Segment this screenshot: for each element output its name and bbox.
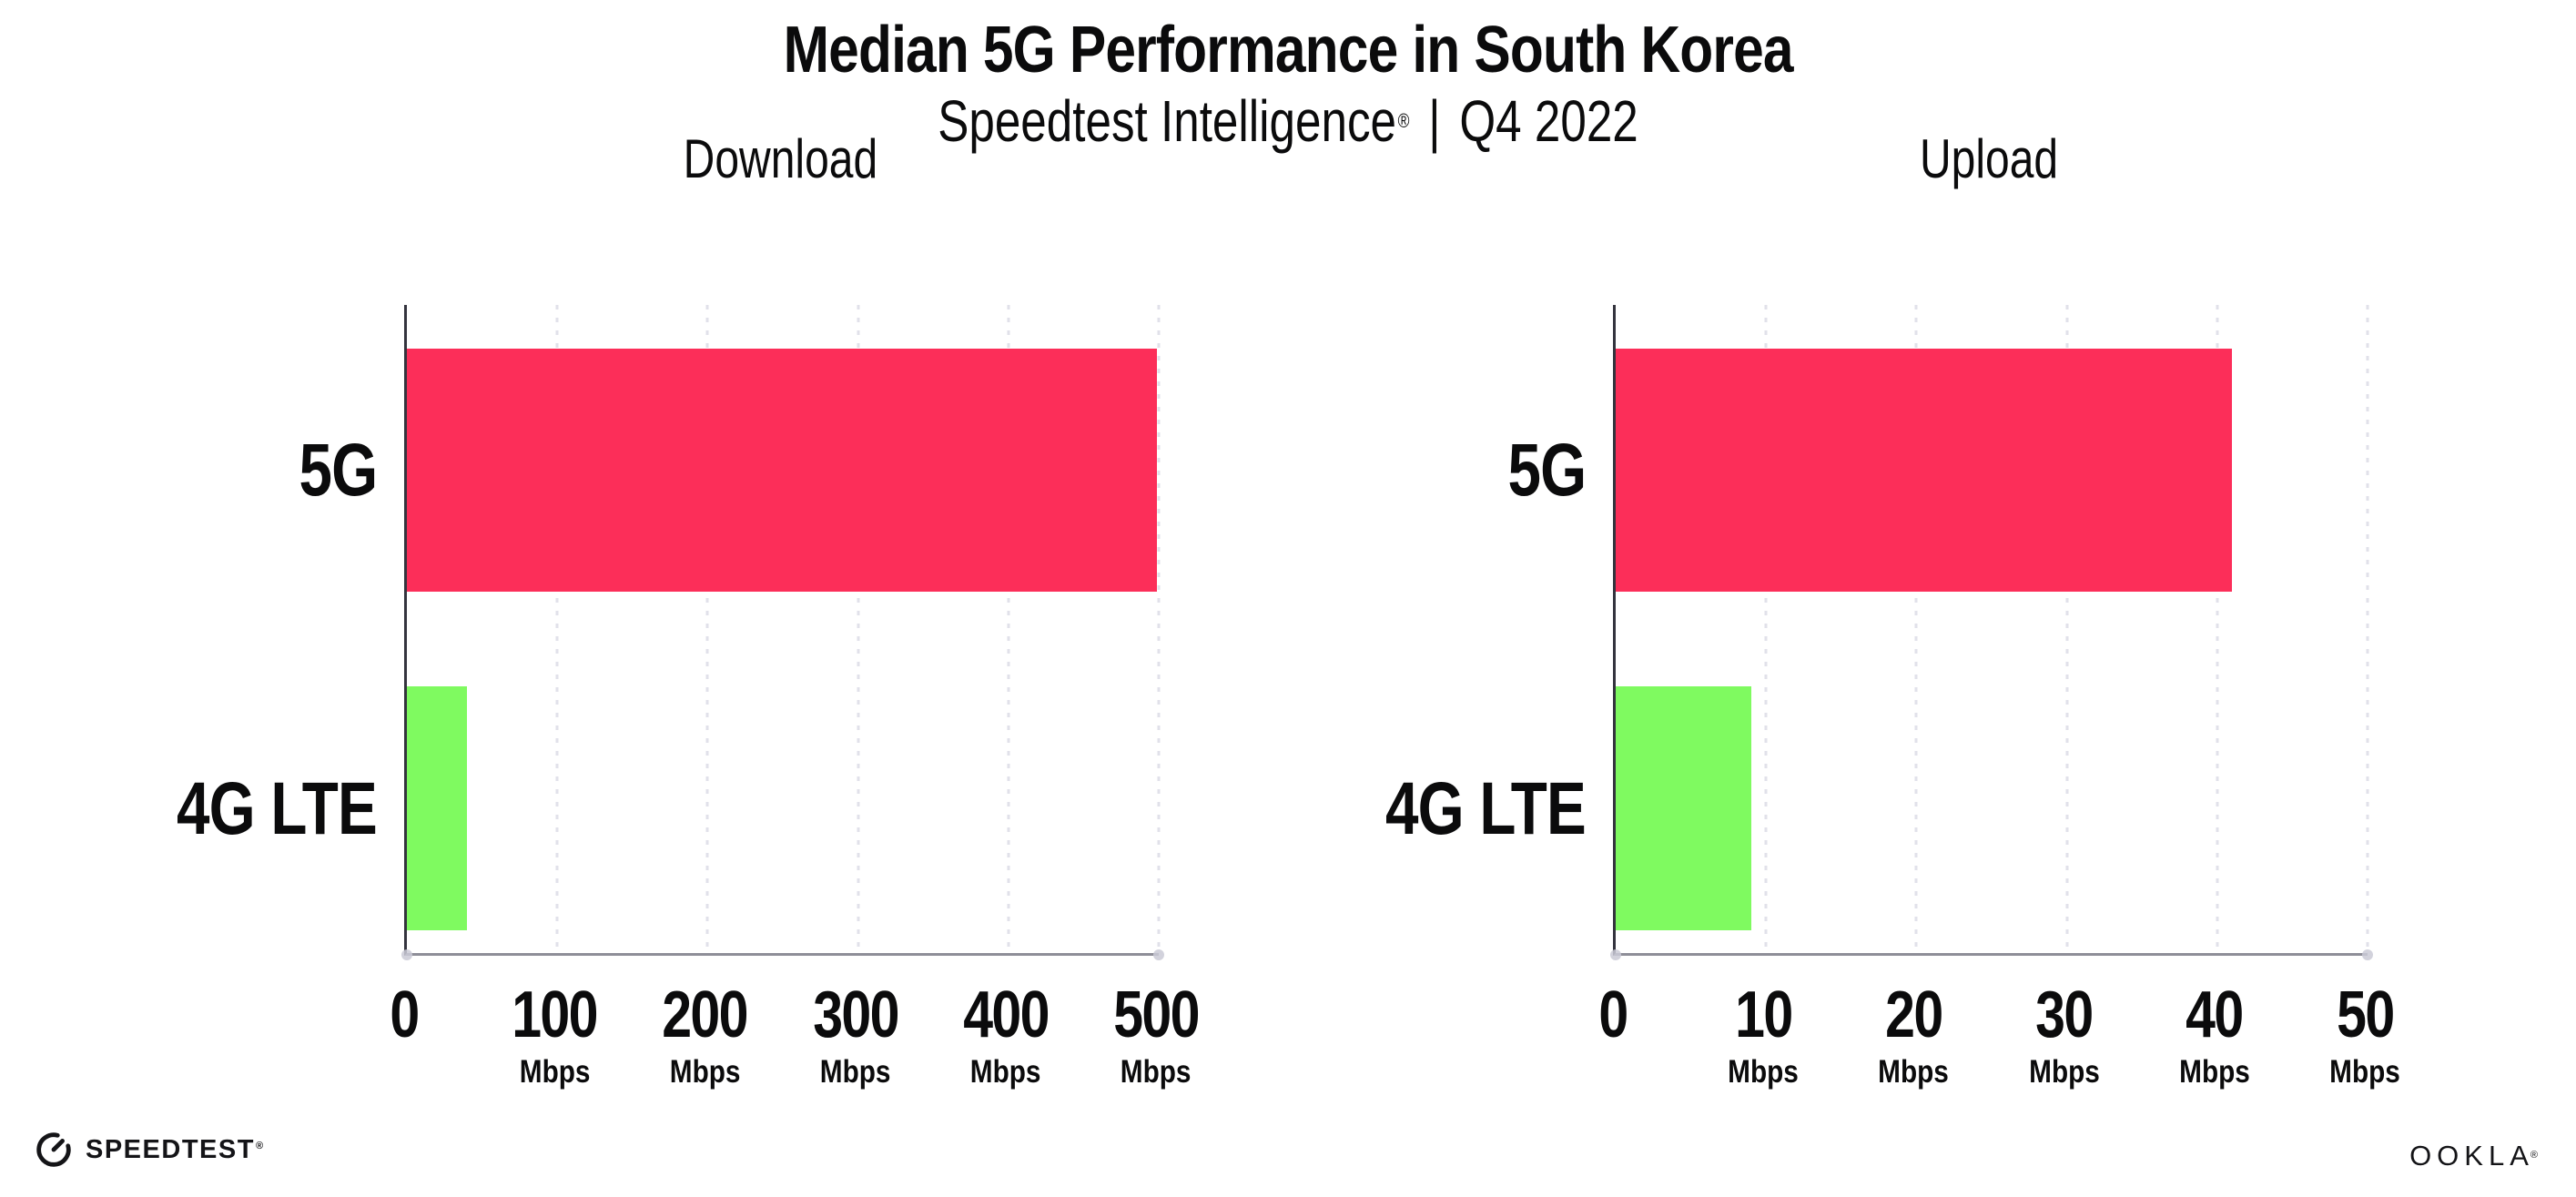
- x-tick: 200 Mbps: [653, 956, 756, 1090]
- x-tick-number: 0: [390, 979, 420, 1051]
- x-tick-unit: Mbps: [519, 1054, 591, 1090]
- category-label: 5G: [67, 428, 378, 513]
- x-tick-number: 100: [512, 979, 598, 1051]
- axis-end-dot: [1610, 949, 1621, 960]
- x-tick-unit: Mbps: [1878, 1054, 1950, 1090]
- category-label-text: 4G LTE: [1385, 766, 1587, 850]
- ookla-logo: OOKLA®: [2409, 1140, 2543, 1172]
- page-title: Median 5G Performance in South Korea: [0, 13, 2576, 87]
- page-subtitle-text: Speedtest Intelligence® | Q4 2022: [938, 87, 1638, 155]
- subtitle-period: Q4 2022: [1459, 88, 1638, 154]
- download-category-labels: 5G 4G LTE: [67, 305, 378, 953]
- x-tick: 30 Mbps: [2023, 956, 2105, 1090]
- speedtest-wordmark: SPEEDTEST®: [86, 1135, 265, 1165]
- gridline: [2065, 305, 2069, 953]
- x-tick-unit: Mbps: [969, 1054, 1041, 1090]
- x-tick-number: 500: [1113, 979, 1200, 1051]
- x-tick-unit-row: Mbps: [2173, 1054, 2256, 1090]
- chart-title-text: Upload: [1919, 128, 2059, 189]
- x-tick-unit-row: Mbps: [502, 1054, 606, 1090]
- x-tick-unit-row: Mbps: [653, 1054, 756, 1090]
- x-tick-number: 300: [812, 979, 899, 1051]
- gridline: [857, 305, 860, 953]
- x-tick: 400 Mbps: [954, 956, 1058, 1090]
- x-tick-unit-row: Mbps: [2023, 1054, 2105, 1090]
- x-tick-unit: Mbps: [2028, 1054, 2100, 1090]
- x-tick: 20 Mbps: [1872, 956, 1955, 1090]
- x-tick-unit-row: Mbps: [1721, 1054, 1804, 1090]
- ookla-wordmark: OOKLA®: [2409, 1140, 2543, 1172]
- x-tick: 100 Mbps: [502, 956, 606, 1090]
- x-tick-unit-row: Mbps: [2323, 1054, 2406, 1090]
- x-tick-number: 20: [1885, 979, 1943, 1051]
- ookla-wordmark-text: OOKLA: [2409, 1140, 2534, 1172]
- category-label-text: 4G LTE: [177, 766, 378, 850]
- x-tick-number: 400: [962, 979, 1050, 1051]
- axis-end-dot: [1153, 949, 1164, 960]
- subtitle-separator: |: [1428, 88, 1441, 154]
- x-tick: 300 Mbps: [804, 956, 908, 1090]
- download-x-axis: 0 100 Mbps 200 Mbps 300 Mbps 400 Mbps 500 Mbps: [390, 956, 1200, 1138]
- gridline: [1914, 305, 1918, 953]
- category-label-text: 5G: [299, 429, 378, 512]
- speedtest-wordmark-text: SPEEDTEST: [86, 1134, 255, 1164]
- x-tick-number: 30: [2035, 979, 2094, 1051]
- bar-5g: [1616, 348, 2233, 593]
- x-tick: 0: [387, 956, 421, 1052]
- download-plot-area: [401, 305, 1164, 960]
- gridline: [1007, 305, 1010, 953]
- gridline: [705, 305, 709, 953]
- axis-end-dot: [401, 949, 412, 960]
- upload-x-axis: 0 10 Mbps 20 Mbps 30 Mbps 40 Mbps 50 Mbps: [1598, 956, 2399, 1138]
- gridline: [555, 305, 559, 953]
- gridline: [1157, 305, 1161, 953]
- gridline: [2216, 305, 2219, 953]
- ookla-registered-mark: ®: [2530, 1149, 2543, 1161]
- bar-4g-lte: [407, 686, 468, 931]
- x-tick: 10 Mbps: [1721, 956, 1804, 1090]
- gridline: [1764, 305, 1768, 953]
- x-tick-number: 40: [2186, 979, 2245, 1051]
- x-tick-unit-row: Mbps: [804, 1054, 908, 1090]
- gridline: [2366, 305, 2369, 953]
- x-tick-unit: Mbps: [2178, 1054, 2250, 1090]
- category-label: 4G LTE: [1276, 766, 1587, 852]
- bar-5g: [407, 348, 1158, 593]
- speedtest-logo: SPEEDTEST®: [33, 1129, 265, 1171]
- category-label-text: 5G: [1507, 429, 1587, 512]
- category-label: 4G LTE: [67, 766, 378, 852]
- axis-end-dot: [2362, 949, 2373, 960]
- x-tick-unit: Mbps: [669, 1054, 741, 1090]
- x-tick-unit: Mbps: [1728, 1054, 1800, 1090]
- bar-4g-lte: [1616, 686, 1751, 931]
- gauge-icon: [36, 1132, 71, 1167]
- x-tick-unit-row: Mbps: [1104, 1054, 1208, 1090]
- category-label: 5G: [1276, 428, 1587, 513]
- x-tick-number: 10: [1734, 979, 1793, 1051]
- x-tick: 40 Mbps: [2173, 956, 2256, 1090]
- download-chart-title: Download: [404, 127, 1156, 190]
- x-tick: 500 Mbps: [1104, 956, 1208, 1090]
- x-tick-unit-row: Mbps: [954, 1054, 1058, 1090]
- x-tick-number: 200: [662, 979, 749, 1051]
- subtitle-brand: Speedtest Intelligence: [938, 88, 1397, 154]
- x-tick-unit: Mbps: [1121, 1054, 1192, 1090]
- x-tick: 50 Mbps: [2323, 956, 2406, 1090]
- speedtest-registered-mark: ®: [255, 1140, 265, 1151]
- upload-category-labels: 5G 4G LTE: [1276, 305, 1587, 953]
- page-title-text: Median 5G Performance in South Korea: [783, 14, 1793, 86]
- page-subtitle: Speedtest Intelligence® | Q4 2022: [0, 87, 2576, 155]
- chart-title-text: Download: [683, 128, 877, 189]
- upload-chart-title: Upload: [1613, 127, 2365, 190]
- x-tick-number: 0: [1598, 979, 1628, 1051]
- x-tick-unit: Mbps: [2329, 1054, 2400, 1090]
- registered-mark: ®: [1397, 108, 1410, 132]
- x-tick-unit-row: Mbps: [1872, 1054, 1955, 1090]
- x-tick: 0: [1596, 956, 1630, 1052]
- upload-plot-area: [1610, 305, 2373, 960]
- x-tick-unit: Mbps: [819, 1054, 891, 1090]
- x-tick-number: 50: [2336, 979, 2395, 1051]
